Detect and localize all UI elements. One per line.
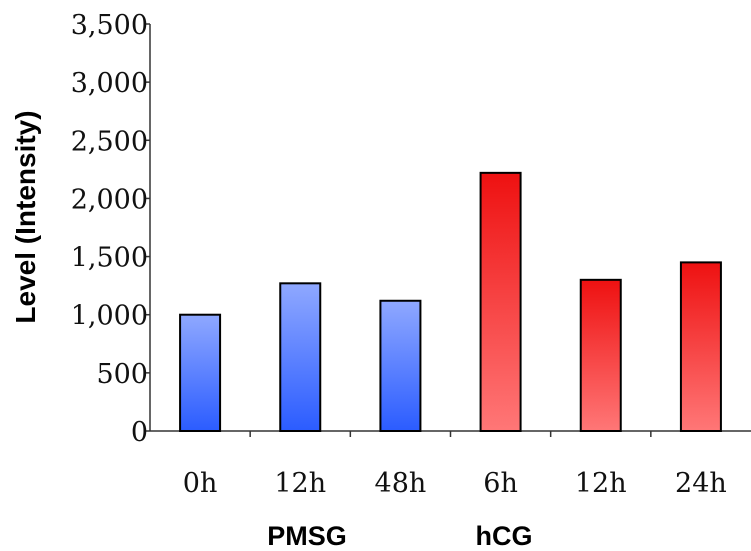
y-tick-label: 3,000 — [71, 68, 148, 99]
x-axis-labels: 0h 12h 48h 6h 12h 24h — [183, 468, 727, 499]
group-label-pmsg: PMSG — [267, 521, 347, 551]
x-tick-label: 12h — [575, 468, 627, 499]
y-axis-label: Level (Intensity) — [10, 110, 41, 323]
x-tick-label: 12h — [274, 468, 326, 499]
y-tick-label: 3,500 — [71, 10, 148, 41]
bar-pmsg-48h — [380, 301, 420, 431]
bar-pmsg-0h — [180, 315, 220, 431]
y-tick-label: 1,500 — [71, 243, 148, 274]
x-tick-label: 0h — [183, 468, 218, 499]
y-tick-label: 1,000 — [71, 301, 148, 332]
group-label-hcg: hCG — [476, 521, 533, 551]
x-tick-label: 6h — [483, 468, 518, 499]
y-axis-ticks: 0 500 1,000 1,500 2,000 2,500 3,000 3,500 — [71, 10, 150, 448]
x-tick-label: 24h — [675, 468, 727, 499]
bar-hcg-24h — [681, 262, 721, 431]
y-tick-label: 0 — [131, 417, 148, 448]
y-tick-label: 2,500 — [71, 126, 148, 157]
x-tick-label: 48h — [375, 468, 427, 499]
bar-hcg-6h — [481, 173, 521, 431]
bar-pmsg-12h — [280, 283, 320, 431]
bar-hcg-12h — [581, 280, 621, 431]
bars — [180, 173, 721, 431]
y-tick-label: 2,000 — [71, 184, 148, 215]
y-tick-label: 500 — [96, 359, 148, 390]
